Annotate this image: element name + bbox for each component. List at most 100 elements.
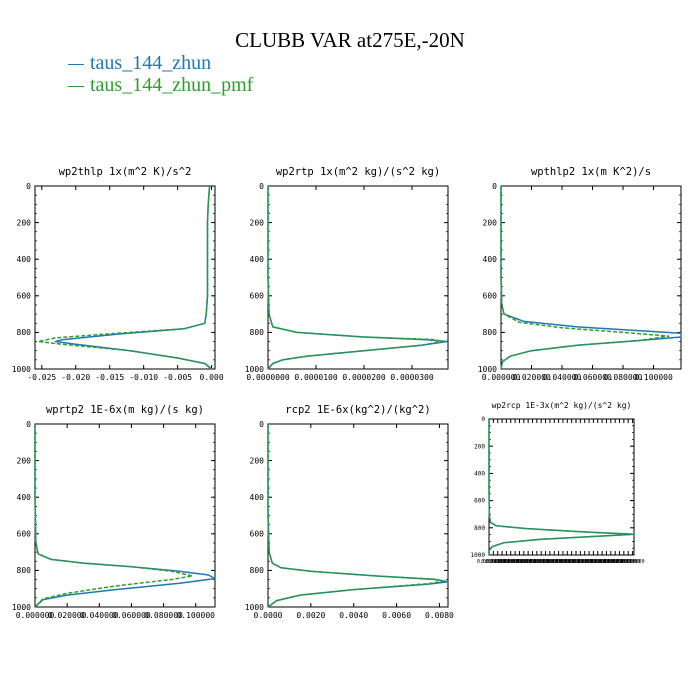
x-tick-label: 0.000000 — [538, 559, 562, 565]
legend-swatch-1 — [68, 63, 84, 65]
legend-label-2: taus_144_zhun_pmf — [90, 74, 254, 96]
y-tick-label: 200 — [17, 456, 32, 465]
series-line-2 — [500, 186, 670, 370]
x-tick-label: 0.000000 — [599, 559, 623, 565]
panel-title: wp2thlp 1x(m^2 K)/s^2 — [59, 166, 192, 178]
legend-entry-1: taus_144_zhun — [68, 52, 211, 74]
series-line-2 — [37, 185, 213, 370]
y-tick-label: 0 — [26, 420, 31, 429]
y-tick-label: 600 — [17, 292, 32, 301]
x-tick-label: 0.0060 — [382, 611, 411, 620]
x-tick-label: 0.000000 — [529, 559, 553, 565]
y-tick-label: 400 — [474, 471, 485, 478]
y-tick-label: 200 — [250, 456, 265, 465]
x-tick-label: 0.000 — [200, 373, 224, 382]
series-line-2 — [34, 424, 194, 608]
chart-panel-3: wpthlp2 1x(m K^2)/s 0 200 400 600 800 10000.00… — [478, 166, 682, 382]
series-line-1 — [488, 419, 635, 555]
figure-title: CLUBB VAR at275E,-20N — [235, 28, 465, 52]
x-tick-label: 0.100000 — [634, 373, 673, 382]
x-tick-label: 0.000000 — [525, 559, 549, 565]
y-tick-label: 800 — [474, 525, 485, 532]
x-tick-label: 0.000000 — [564, 559, 588, 565]
plot-frame — [488, 418, 635, 556]
panel-title: rcp2 1E-6x(kg^2)/(kg^2) — [285, 404, 430, 416]
legend-swatch-2 — [68, 85, 84, 87]
x-tick-label: 0.000000 — [621, 559, 645, 565]
x-tick-label: 0.000000 — [516, 559, 540, 565]
y-tick-label: 1000 — [245, 603, 264, 612]
x-tick-label: 0.000000 — [573, 559, 597, 565]
x-tick-label: 0.000000 — [616, 559, 640, 565]
x-tick-label: 0.080000 — [604, 373, 643, 382]
x-tick-label: 0.000000 — [512, 559, 536, 565]
y-tick-label: 800 — [483, 328, 498, 337]
x-tick-label: -0.005 — [163, 373, 192, 382]
series-line-1 — [54, 185, 213, 370]
legend-label-1: taus_144_zhun — [90, 52, 212, 74]
x-tick-label: 0.000000 — [568, 559, 592, 565]
y-tick-label: 400 — [250, 255, 265, 264]
series-line-1 — [34, 424, 216, 608]
x-tick-label: 0.000000 — [503, 559, 527, 565]
x-tick-label: 0.000000 — [542, 559, 566, 565]
series-line-1 — [267, 424, 449, 608]
x-tick-label: 0.040000 — [543, 373, 582, 382]
plot-frame — [500, 185, 682, 370]
y-tick-label: 600 — [17, 530, 32, 539]
x-tick-label: -0.025 — [27, 373, 56, 382]
y-tick-label: 1000 — [478, 365, 497, 374]
plot-frame — [34, 423, 216, 608]
y-tick-label: 400 — [17, 493, 32, 502]
plot-frame — [34, 185, 216, 370]
x-tick-label: -0.015 — [95, 373, 124, 382]
chart-panel-6: wp2rcp 1E-3x(m^2 kg)/(s^2 kg) 0 200 400 600 8… — [471, 401, 645, 565]
x-tick-label: 0.000000 — [547, 559, 571, 565]
panel-title: wp2rcp 1E-3x(m^2 kg)/(s^2 kg) — [492, 401, 632, 410]
x-tick-label: 0.000000 — [581, 559, 605, 565]
x-tick-label: 0.000000 — [481, 559, 505, 565]
chart-panel-2: wp2rtp 1x(m^2 kg)/(s^2 kg) 0 200 400 600 800 1… — [245, 166, 449, 382]
x-tick-label: 0.060000 — [573, 373, 612, 382]
x-tick-label: 0.000000 — [477, 559, 501, 565]
plot-frame — [267, 423, 449, 608]
series-line-1 — [500, 186, 682, 370]
plot-frame — [267, 185, 449, 370]
x-tick-label: 0.000000 — [607, 559, 631, 565]
x-tick-label: 0.0000200 — [342, 373, 386, 382]
x-tick-label: 0.020000 — [512, 373, 551, 382]
y-tick-label: 0 — [481, 416, 485, 423]
x-tick-label: 0.000000 — [520, 559, 544, 565]
y-tick-label: 600 — [474, 498, 485, 505]
x-tick-label: 0.000000 — [577, 559, 601, 565]
x-tick-label: 0.0080 — [425, 611, 454, 620]
panel-title: wpthlp2 1x(m K^2)/s — [531, 166, 651, 178]
panel-title: wprtp2 1E-6x(m kg)/(s kg) — [46, 404, 204, 416]
y-tick-label: 1000 — [12, 365, 31, 374]
x-tick-label: 0.000000 — [590, 559, 614, 565]
y-tick-label: 0 — [492, 182, 497, 191]
y-tick-label: 200 — [483, 218, 498, 227]
y-tick-label: 800 — [17, 328, 32, 337]
x-tick-label: 0.000000 — [612, 559, 636, 565]
x-tick-label: 0.080000 — [144, 611, 183, 620]
y-tick-label: 600 — [483, 292, 498, 301]
y-tick-label: 400 — [250, 493, 265, 502]
x-tick-label: 0.000000 — [594, 559, 618, 565]
y-tick-label: 200 — [17, 218, 32, 227]
x-tick-label: 0.0000100 — [294, 373, 338, 382]
x-tick-label: 0.000000 — [490, 559, 514, 565]
series-line-2 — [267, 186, 444, 370]
x-tick-label: 0.000000 — [499, 559, 523, 565]
y-tick-label: 1000 — [12, 603, 31, 612]
panel-title: wp2rtp 1x(m^2 kg)/(s^2 kg) — [276, 166, 440, 178]
x-tick-label: 0.000000 — [603, 559, 627, 565]
x-tick-label: 0.020000 — [48, 611, 87, 620]
x-tick-label: 0.000000 — [486, 559, 510, 565]
x-tick-label: 0.000000 — [560, 559, 584, 565]
y-tick-label: 600 — [250, 292, 265, 301]
y-tick-label: 400 — [17, 255, 32, 264]
chart-panel-5: rcp2 1E-6x(kg^2)/(kg^2) 0 200 400 600 800 1000… — [245, 404, 454, 620]
